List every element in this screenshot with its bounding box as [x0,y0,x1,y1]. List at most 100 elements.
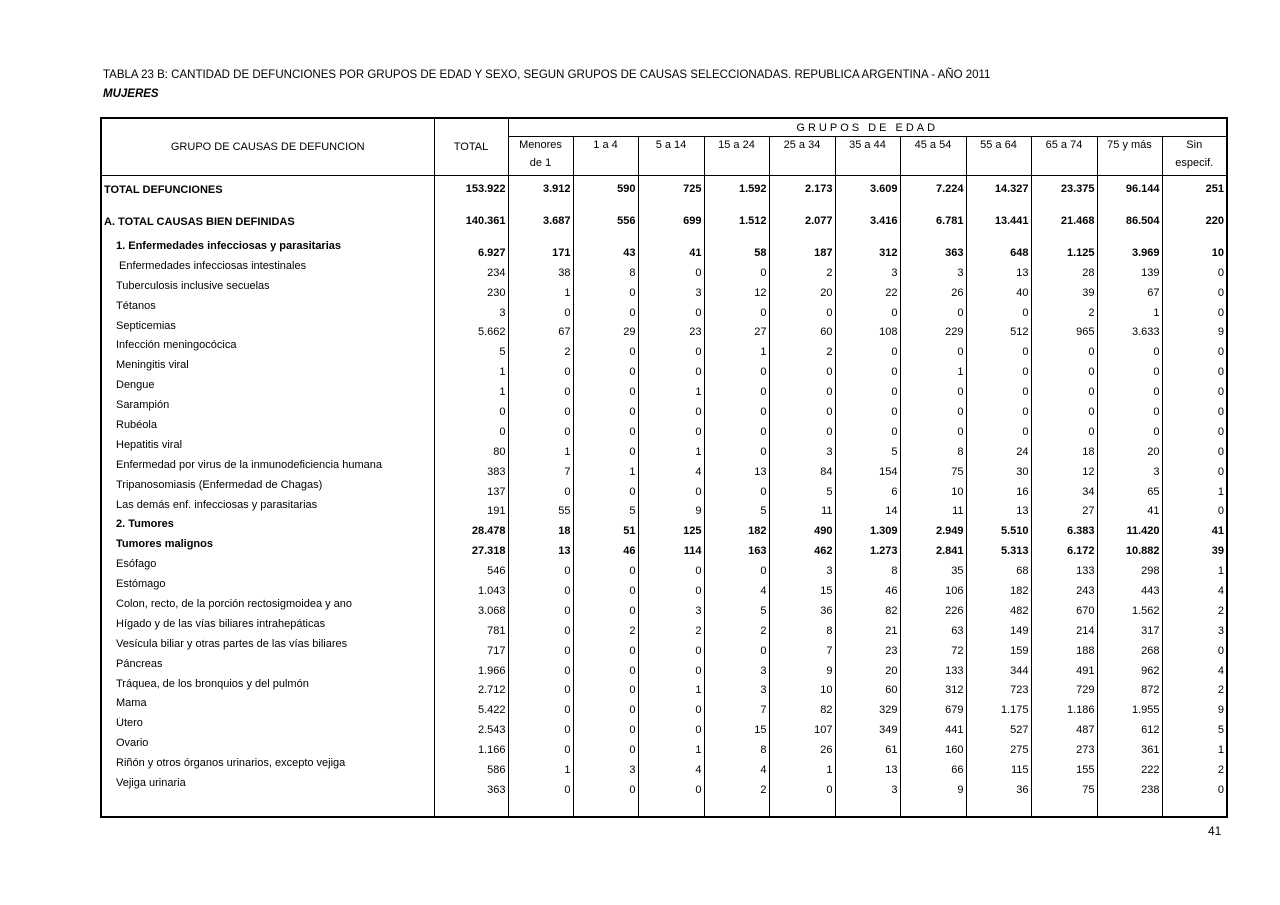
table-row: Sarampión 0 0 0 0 0 0 0 0 0 0 0 0 [101,399,1227,420]
row-value: 1.125 [1030,240,1097,260]
row-value: 0 [572,578,638,599]
row-value: 361 [1096,737,1162,758]
table-row: 1. Enfermedades infecciosas y parasitari… [101,240,1227,260]
row-value: 0 [572,419,638,439]
row-value: 13 [507,538,573,559]
table-row: Enfermedades infecciosas intestinales 234… [101,259,1227,280]
table-row: Meningitis viral 1 0 0 0 0 0 0 1 0 0 0 0 [101,359,1227,380]
row-value: 965 [1030,319,1097,340]
row-value: 363 [899,240,966,260]
row-value: 23.375 [1030,175,1097,203]
row-value: 108 [834,319,900,340]
row-value: 2 [1030,299,1097,320]
row-value: 0 [637,637,704,658]
row-value: 1 [572,458,638,479]
row-value: 2.173 [768,175,835,203]
row-value: 556 [572,203,638,240]
row-label: Las demás enf. infecciosas y parasitaria… [116,498,318,511]
row-value: 82 [768,697,835,718]
row-value: 23 [834,637,900,658]
row-value: 7.224 [899,175,966,203]
row-value: 781 [433,617,508,638]
row-value: 153.922 [433,175,508,203]
row-value: 0 [507,379,573,400]
table-row: Riñón y otros órganos urinarios, excepto… [101,757,1227,778]
row-value: 55 [507,498,573,519]
row-value: 182 [965,578,1031,599]
table-row: Rubéola 0 0 0 0 0 0 0 0 0 0 0 0 [101,419,1227,439]
row-value: 363 [433,777,508,797]
row-value: 0 [572,777,638,797]
row-label: Vesícula biliar y otras partes de las ví… [116,637,348,650]
row-value: 163 [703,538,769,559]
row-value: 24 [965,438,1031,459]
row-value: 214 [1030,617,1097,638]
row-value: 0 [768,359,835,380]
row-value: 5.422 [433,697,508,718]
row-value: 462 [768,538,835,559]
row-label: Septicemias [116,319,176,332]
row-value: 2.543 [433,717,508,738]
row-value: 10.882 [1096,538,1162,559]
row-value: 590 [572,175,638,203]
header-age-0: Menores [507,136,573,157]
row-value: 0 [572,339,638,360]
row-value: 723 [965,677,1031,698]
row-label: Infección meningocócica [116,339,237,352]
row-value: 0 [1096,359,1162,380]
row-value: 0 [1030,339,1097,360]
empty-cell [899,796,966,817]
empty-cell [637,796,704,817]
row-value: 58 [703,240,769,260]
row-value: 0 [965,379,1031,400]
row-value: 0 [703,637,769,658]
row-value: 2 [507,339,573,360]
table-row: Mama 5.422 0 0 0 7 82 329 679 1.175 1.186 1.955 9 [101,697,1227,718]
row-label: Tráquea, de los bronquios y del pulmón [116,677,309,690]
empty-cell [965,796,1031,817]
row-value: 0 [965,359,1031,380]
row-value: 67 [1096,279,1162,300]
row-value: 3.687 [507,203,573,240]
row-value: 133 [1030,558,1097,579]
row-label: Tuberculosis inclusive secuelas [116,279,270,292]
header-age-8-line2 [1030,157,1097,176]
header-age-10: Sin [1161,136,1227,157]
row-value: 329 [834,697,900,718]
row-value: 171 [507,240,573,260]
row-value: 1 [637,438,704,459]
row-value: 238 [1096,777,1162,797]
row-value: 5.313 [965,538,1031,559]
row-value: 10 [899,478,966,499]
row-value: 1 [637,677,704,698]
row-value: 230 [433,279,508,300]
row-value: 51 [572,518,638,539]
row-value: 2 [703,777,769,797]
row-value: 268 [1096,637,1162,658]
row-value: 43 [572,240,638,260]
row-value: 7 [703,697,769,718]
row-value: 0 [1161,458,1227,479]
row-value: 27 [703,319,769,340]
row-value: 1 [433,359,508,380]
row-value: 140.361 [433,203,508,240]
row-value: 1 [899,359,966,380]
row-value: 0 [834,419,900,439]
row-value: 0 [572,657,638,678]
row-value: 962 [1096,657,1162,678]
header-age-6-line2 [899,157,966,176]
row-value: 0 [637,259,704,280]
row-value: 0 [1161,419,1227,439]
row-value: 0 [637,717,704,738]
row-value: 1.592 [703,175,769,203]
row-value: 8 [899,438,966,459]
row-value: 612 [1096,717,1162,738]
row-value: 60 [768,319,835,340]
empty-cell [768,796,835,817]
row-value: 1.175 [965,697,1031,718]
header-age-0-line2: de 1 [507,157,573,176]
header-age-1-line2 [572,157,638,176]
row-value: 3.633 [1096,319,1162,340]
row-value: 312 [899,677,966,698]
row-value: 3.416 [834,203,900,240]
